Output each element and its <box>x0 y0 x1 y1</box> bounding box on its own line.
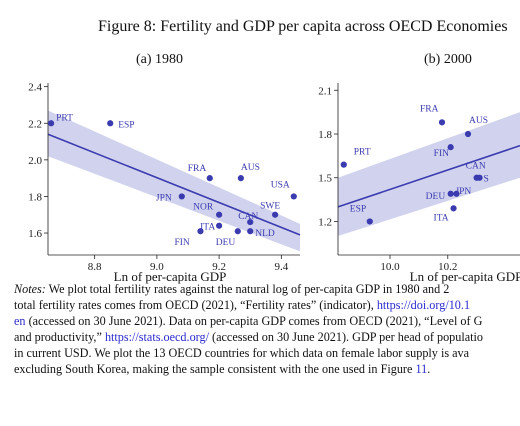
x-axis-label: Ln of per-capita GDP <box>114 269 227 284</box>
point-label: AUS <box>469 116 488 126</box>
data-point <box>447 190 454 197</box>
data-point <box>247 218 254 226</box>
data-point <box>247 228 254 235</box>
fertility-doi-link[interactable]: https://doi.org/10.1 <box>376 298 471 312</box>
data-point <box>107 120 114 127</box>
x-axis-label: Ln of per-capita GDP <box>410 269 520 284</box>
notes-text: (accessed on 30 June 2021). Data on per-… <box>25 314 483 328</box>
panel-a-plot: 1.6 1.8 2.0 2.2 2.4 8.8 9.0 9.2 9.4 Ln of per-cap… <box>28 82 301 284</box>
data-point <box>234 228 241 235</box>
notes-line-2: total fertility rates comes from OECD (2… <box>14 297 520 313</box>
fitted-line <box>337 144 520 208</box>
point-label: FIN <box>174 238 189 248</box>
point-label: DEU <box>216 238 236 248</box>
notes-text: . <box>427 362 431 376</box>
panel-b-plot: 1.2 1.5 1.8 2.1 10.0 10.2Ln of per-capita GDP… <box>318 83 520 284</box>
notes-line-6: excluding South Korea, making the sample… <box>14 361 520 377</box>
data-point <box>178 193 185 200</box>
point-label: NLD <box>255 229 275 239</box>
point-label: NOR <box>193 203 214 213</box>
point-label: CAN <box>238 212 258 222</box>
fitted-line <box>47 133 301 236</box>
point-label: AUS <box>241 163 260 173</box>
panel-b-title: (b) 2000 <box>424 52 472 67</box>
point-label: JPN <box>455 187 471 197</box>
data-point <box>464 130 472 138</box>
y-tick-label: 2.1 <box>318 85 332 97</box>
notes-text: (accessed on 30 June 2021). GDP per head… <box>208 330 484 344</box>
data-point <box>197 228 204 235</box>
data-point <box>450 205 457 212</box>
notes-text: total fertility rates comes from OECD (2… <box>14 298 377 312</box>
fertility-doi-link-cont[interactable]: en <box>14 314 26 328</box>
confidence-band <box>48 110 300 252</box>
point-label: SWE <box>260 202 280 212</box>
data-point <box>340 161 347 168</box>
x-tick-label: 9.0 <box>150 261 164 273</box>
notes-label: Notes: <box>14 282 46 296</box>
point-label: JPN <box>156 193 172 203</box>
data-point <box>290 193 297 200</box>
point-label: USA <box>271 180 290 190</box>
point-label: ITA <box>434 213 449 223</box>
point-label: ESP <box>118 120 134 130</box>
point-label: FIN <box>434 149 449 159</box>
point-label: CAN <box>466 162 486 172</box>
data-point <box>216 222 223 229</box>
y-tick-label: 1.2 <box>318 216 332 228</box>
point-label: FRA <box>188 164 207 174</box>
data-point <box>216 211 223 218</box>
y-tick-label: 2.0 <box>28 155 42 167</box>
x-tick-label: 9.4 <box>274 261 288 273</box>
point-label: ESP <box>350 204 366 214</box>
figure-notes: Notes: We plot total fertility rates aga… <box>14 281 520 377</box>
data-point <box>366 218 373 225</box>
y-tick-label: 2.2 <box>28 118 42 130</box>
confidence-band <box>338 112 520 237</box>
point-label: PRT <box>56 113 73 123</box>
data-point <box>206 175 213 182</box>
x-tick-label: 8.8 <box>88 261 102 273</box>
y-tick-label: 1.8 <box>28 191 42 203</box>
point-label: PRT <box>354 148 371 158</box>
notes-text: We plot total fertility rates against th… <box>45 282 450 296</box>
point-label: FRA <box>420 104 439 114</box>
data-point <box>48 120 55 127</box>
panel-a-title: (a) 1980 <box>136 52 184 67</box>
y-tick-label: 1.8 <box>318 129 332 141</box>
y-tick-label: 1.5 <box>318 173 332 185</box>
point-label: ITA <box>200 223 215 233</box>
x-tick-label: 10.0 <box>380 261 400 273</box>
data-point <box>476 174 483 181</box>
data-point <box>272 211 279 218</box>
figure-title: Figure 8: Fertility and GDP per capita a… <box>98 18 508 35</box>
data-point <box>237 175 244 182</box>
notes-line-3: en (accessed on 30 June 2021). Data on p… <box>14 313 520 329</box>
oecd-stats-link[interactable]: https://stats.oecd.org/ <box>104 330 209 344</box>
figure-canvas: 1.6 1.8 2.0 2.2 2.4 8.8 9.0 9.2 9.4 Ln of per-cap… <box>28 82 520 284</box>
notes-text: and productivity,” <box>14 330 105 344</box>
notes-line-5: in current USD. We plot the 13 OECD coun… <box>14 345 520 361</box>
notes-text: in current USD. We plot the 13 OECD coun… <box>14 346 470 360</box>
y-tick-label: 2.4 <box>28 82 42 94</box>
notes-text: excluding South Korea, making the sample… <box>14 362 416 376</box>
point-label: DEU <box>426 192 446 202</box>
data-point <box>447 144 454 151</box>
data-point <box>438 119 446 126</box>
point-label: S <box>484 175 489 185</box>
y-tick-label: 1.6 <box>28 228 42 240</box>
notes-line-4: and productivity,” https://stats.oecd.or… <box>14 329 520 345</box>
notes-line-1: Notes: We plot total fertility rates aga… <box>14 281 520 297</box>
data-point <box>453 190 460 197</box>
x-tick-label: 10.2 <box>438 261 457 273</box>
x-tick-label: 9.2 <box>212 261 226 273</box>
figure-11-link[interactable]: 11 <box>415 362 428 376</box>
